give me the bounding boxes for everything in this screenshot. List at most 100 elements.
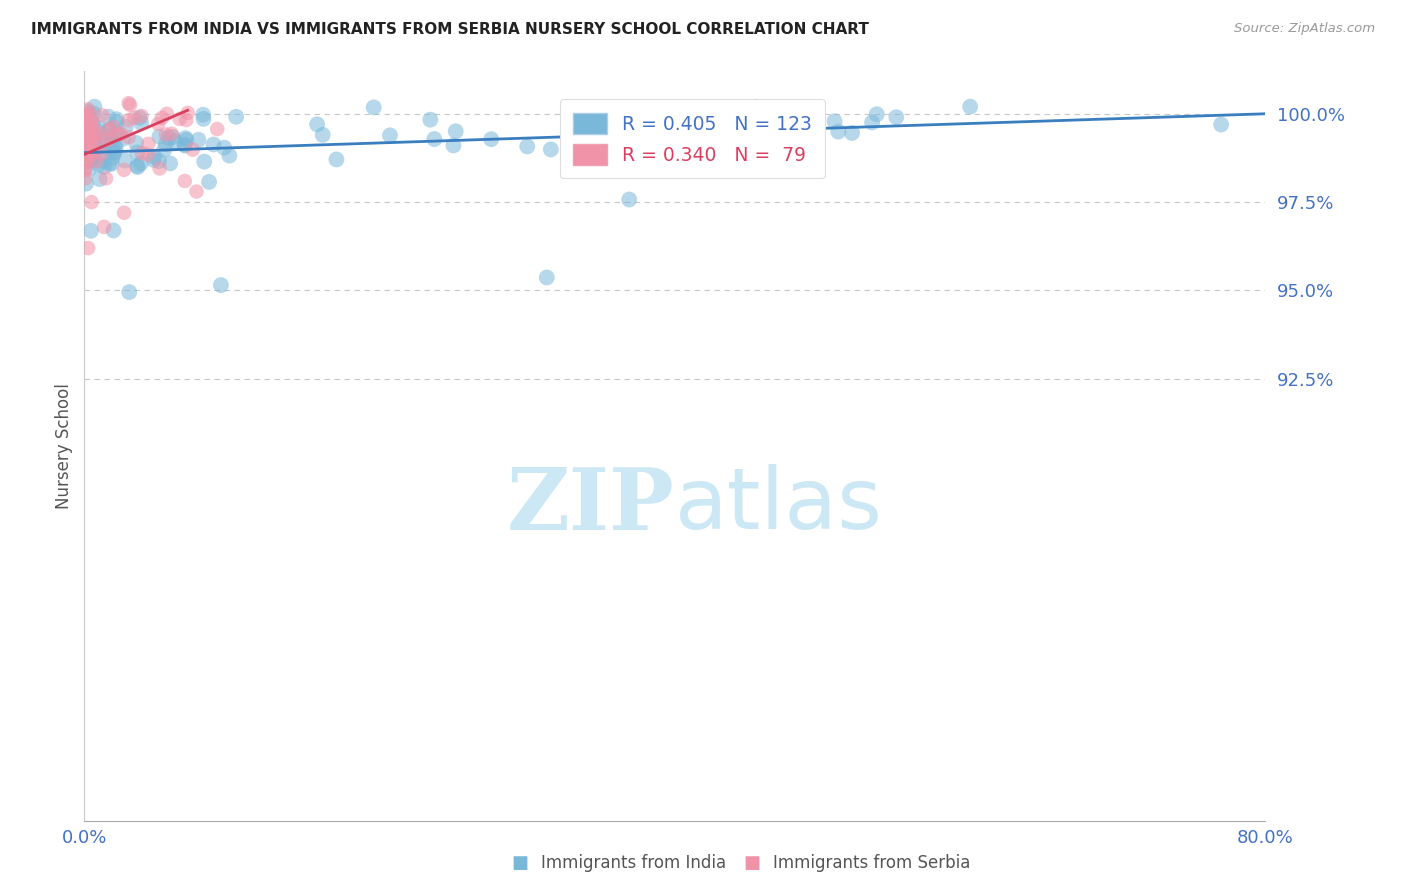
Point <box>444 124 467 138</box>
Point <box>174 113 197 128</box>
Point <box>73 135 96 149</box>
Point <box>101 151 124 165</box>
Point <box>97 133 120 147</box>
Point <box>131 146 153 161</box>
Point <box>159 156 181 170</box>
Point <box>841 126 863 140</box>
Point <box>76 102 98 116</box>
Point <box>96 132 118 146</box>
Point <box>91 108 114 122</box>
Point <box>824 114 846 128</box>
Point <box>108 128 131 142</box>
Point <box>860 115 883 129</box>
Point <box>77 154 100 169</box>
Point <box>540 143 562 157</box>
Point <box>77 241 100 255</box>
Point <box>129 156 152 170</box>
Point <box>136 148 159 162</box>
Point <box>142 153 165 167</box>
Point <box>90 147 112 161</box>
Point <box>75 130 97 145</box>
Point <box>83 106 105 120</box>
Point <box>80 145 103 159</box>
Point <box>77 128 100 143</box>
Point <box>76 145 98 160</box>
Point <box>100 133 122 147</box>
Point <box>218 148 240 162</box>
Point <box>209 278 232 293</box>
Point <box>886 110 908 124</box>
Point <box>169 112 191 126</box>
Text: ■: ■ <box>744 855 761 872</box>
Point <box>149 161 172 176</box>
Point <box>80 224 103 238</box>
Point <box>202 137 225 152</box>
Point <box>73 163 96 178</box>
Point <box>363 100 385 114</box>
Point <box>86 141 108 155</box>
Point <box>82 136 104 150</box>
Point <box>73 125 96 139</box>
Point <box>82 149 104 163</box>
Point <box>79 153 101 168</box>
Point <box>782 141 804 155</box>
Point <box>82 115 104 129</box>
Point <box>651 136 673 150</box>
Point <box>80 136 103 150</box>
Point <box>75 138 97 153</box>
Point <box>73 120 96 134</box>
Point <box>75 153 97 168</box>
Point <box>79 161 101 176</box>
Point <box>866 107 889 121</box>
Point <box>120 98 142 112</box>
Point <box>124 111 146 125</box>
Point <box>174 131 197 145</box>
Point <box>193 112 215 126</box>
Point <box>143 150 166 164</box>
Point <box>225 110 247 124</box>
Point <box>97 110 120 124</box>
Point <box>664 126 686 140</box>
Point <box>79 135 101 149</box>
Point <box>104 128 127 142</box>
Point <box>101 141 124 155</box>
Point <box>75 128 97 142</box>
Point <box>827 125 849 139</box>
Point <box>79 119 101 133</box>
Point <box>79 148 101 162</box>
Point <box>77 104 100 119</box>
Point <box>82 145 104 159</box>
Point <box>73 134 96 148</box>
Point <box>75 124 97 138</box>
Point <box>83 128 105 143</box>
Point <box>378 128 401 143</box>
Point <box>110 126 132 140</box>
Point <box>76 113 98 128</box>
Point <box>186 185 208 199</box>
Point <box>83 100 105 114</box>
Point <box>76 155 98 169</box>
Point <box>80 146 103 161</box>
Point <box>93 138 115 153</box>
Point <box>131 109 153 123</box>
Point <box>105 115 128 129</box>
Point <box>73 121 96 136</box>
Point <box>83 135 105 149</box>
Point <box>77 153 100 167</box>
Point <box>76 108 98 122</box>
Point <box>75 108 97 122</box>
Point <box>117 130 139 145</box>
Point <box>212 141 235 155</box>
Point <box>173 137 195 152</box>
Point <box>181 143 204 157</box>
Point <box>706 123 728 137</box>
Point <box>198 175 221 189</box>
Point <box>79 123 101 137</box>
Point <box>103 145 125 160</box>
Point <box>97 125 120 139</box>
Point <box>118 285 141 299</box>
Point <box>80 150 103 164</box>
Point <box>75 153 97 168</box>
Point <box>82 134 104 148</box>
Point <box>103 145 125 160</box>
